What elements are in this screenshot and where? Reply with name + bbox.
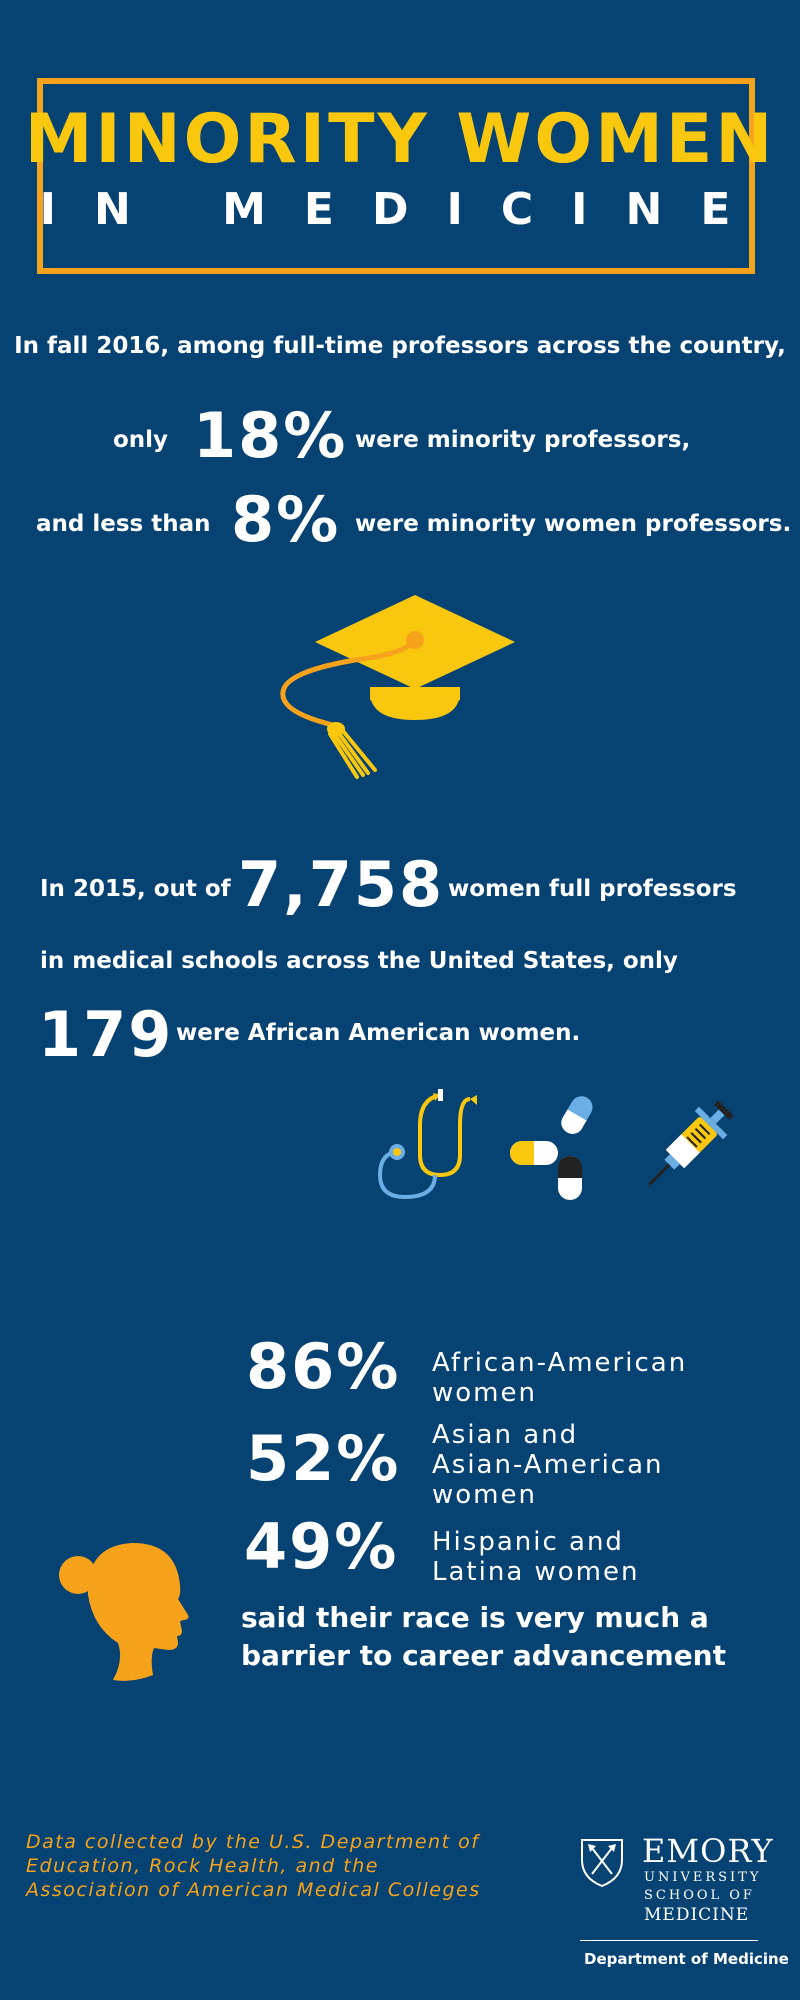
title-box	[37, 78, 755, 274]
stat-52-label-line3: women	[432, 1480, 537, 1510]
emory-logo-line3: MEDICINE	[644, 1905, 750, 1925]
page-title: MINORITY WOMEN	[24, 100, 776, 179]
conclusion-text: said their race is very much a barrier t…	[241, 1599, 726, 1675]
stat-52-label-line1: Asian and	[432, 1420, 579, 1450]
stat-52-percent: 52%	[246, 1422, 401, 1495]
stat-86-label-line1: African-American	[432, 1348, 688, 1378]
footer-divider	[580, 1940, 758, 1941]
emory-logo-name: EMORY	[642, 1832, 774, 1870]
only-label: only	[113, 427, 169, 453]
stethoscope-icon	[377, 1089, 477, 1200]
stat-86-label-line2: women	[432, 1378, 537, 1408]
pills-icon	[510, 1096, 593, 1200]
source-line3: Association of American Medical Colleges	[26, 1879, 481, 1901]
intro-text: In fall 2016, among full-time professors…	[14, 333, 786, 359]
stat-86-percent: 86%	[246, 1330, 401, 1403]
stat-18-percent: 18%	[193, 399, 348, 472]
emory-logo-line2: SCHOOL OF	[644, 1888, 755, 1903]
source-note: Data collected by the U.S. Department of…	[26, 1830, 506, 1902]
conclusion-line2: barrier to career advancement	[241, 1639, 726, 1672]
emory-logo-subtitle: UNIVERSITY SCHOOL OF	[644, 1869, 761, 1905]
stat-8-percent: 8%	[231, 483, 341, 556]
page-subtitle: IN MEDICINE	[39, 184, 769, 235]
stat-49-label: Hispanic and Latina women	[432, 1527, 640, 1587]
stat-7758: 7,758	[238, 848, 445, 921]
emory-shield-icon	[581, 1839, 623, 1888]
stat-49-label-line2: Latina women	[432, 1557, 640, 1587]
in-2015-label: In 2015, out of	[40, 876, 231, 902]
graduation-cap-icon	[280, 595, 515, 779]
less-than-label: and less than	[36, 511, 211, 537]
women-full-professors-text: women full professors	[448, 876, 737, 902]
stat-52-label: Asian and Asian-American women	[432, 1420, 664, 1510]
stat-86-label: African-American women	[432, 1348, 687, 1408]
source-line2: Education, Rock Health, and the	[26, 1855, 379, 1877]
source-line1: Data collected by the U.S. Department of	[26, 1831, 480, 1853]
syringe-icon	[648, 1100, 734, 1186]
stat-49-percent: 49%	[244, 1510, 399, 1583]
african-american-women-text: were African American women.	[176, 1020, 581, 1046]
stat-49-label-line1: Hispanic and	[432, 1527, 624, 1557]
woman-head-silhouette-icon	[59, 1543, 189, 1681]
stat-179: 179	[38, 998, 174, 1071]
stat-52-label-line2: Asian-American	[432, 1450, 664, 1480]
department-label: Department of Medicine	[584, 1950, 789, 1968]
conclusion-line1: said their race is very much a	[241, 1601, 709, 1634]
emory-logo-line1: UNIVERSITY	[644, 1870, 762, 1885]
minority-women-professors-text: were minority women professors.	[355, 511, 792, 537]
medical-schools-text: in medical schools across the United Sta…	[40, 948, 678, 974]
minority-professors-text: were minority professors,	[355, 427, 691, 453]
